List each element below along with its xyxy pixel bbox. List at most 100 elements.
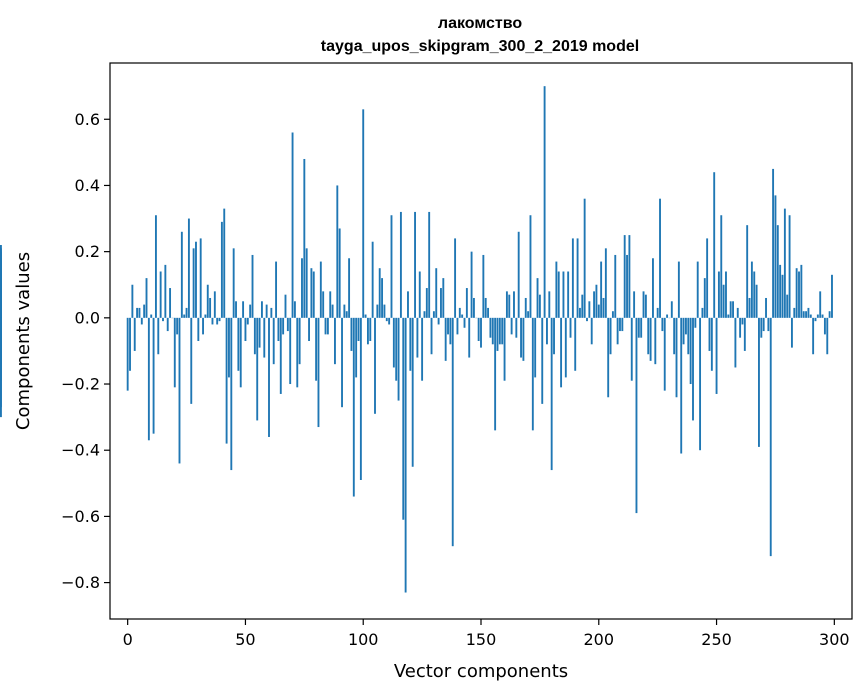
bar-225 xyxy=(656,307,659,318)
bar-30 xyxy=(197,317,200,341)
bar-220 xyxy=(644,294,647,318)
bar-180 xyxy=(550,317,553,471)
bar-127 xyxy=(425,288,428,318)
bar-256 xyxy=(729,301,732,318)
bar-233 xyxy=(675,317,678,398)
y-axis-ticks: −0.8 −0.6 −0.4 −0.2 0.0 0.2 0.4 0.6 xyxy=(61,110,110,592)
bar-158 xyxy=(498,317,501,345)
bar-102 xyxy=(366,317,369,345)
bar-27 xyxy=(190,317,193,404)
y-tick-label: 0.2 xyxy=(75,242,100,261)
bar-227 xyxy=(661,317,664,332)
bar-161 xyxy=(505,291,508,318)
y-tick-label: −0.6 xyxy=(61,507,100,526)
bar-24 xyxy=(183,314,186,318)
bar-167 xyxy=(520,317,522,358)
bar-77 xyxy=(308,317,310,341)
bar-223 xyxy=(652,258,654,318)
bar-126 xyxy=(423,311,426,318)
bar-58 xyxy=(263,317,266,358)
bar-240 xyxy=(692,317,694,421)
bar-61 xyxy=(270,307,273,318)
y-axis-label: Components values xyxy=(13,252,34,430)
bar-287 xyxy=(802,311,805,318)
bar-155 xyxy=(491,317,494,345)
bar-137 xyxy=(449,317,452,345)
bar-196 xyxy=(588,301,591,318)
bar-253 xyxy=(722,284,725,318)
bar-93 xyxy=(345,311,348,318)
bar-244 xyxy=(701,307,704,318)
bar-23 xyxy=(180,231,183,318)
bar-57 xyxy=(260,301,263,318)
bar-288 xyxy=(805,311,808,318)
bar-32 xyxy=(202,317,204,335)
bar-209 xyxy=(619,317,621,332)
x-tick-label: 0 xyxy=(123,630,133,649)
bar-152 xyxy=(484,297,487,318)
bar-128 xyxy=(428,211,431,318)
y-tick-label: −0.8 xyxy=(61,573,100,592)
bar-28 xyxy=(192,248,195,318)
bar-66 xyxy=(282,317,285,335)
bar-54 xyxy=(253,317,256,355)
bar-235 xyxy=(680,317,683,454)
bar-236 xyxy=(682,317,685,345)
bar-166 xyxy=(517,231,520,318)
bar-251 xyxy=(717,271,720,318)
bar-186 xyxy=(564,317,567,378)
bar-101 xyxy=(364,314,367,318)
bar-88 xyxy=(334,317,336,365)
bar-47 xyxy=(237,317,240,371)
bar-247 xyxy=(708,317,711,351)
bar-228 xyxy=(663,317,666,391)
bar-123 xyxy=(416,317,419,358)
bar-67 xyxy=(284,294,287,318)
bar-142 xyxy=(461,314,464,318)
bar-286 xyxy=(800,264,803,318)
bar-25 xyxy=(185,307,188,318)
bar-118 xyxy=(404,317,407,593)
bar-264 xyxy=(748,297,751,318)
bar-226 xyxy=(659,198,661,318)
bar-132 xyxy=(437,317,440,325)
bar-130 xyxy=(432,311,435,318)
bar-73 xyxy=(298,317,301,365)
bar-208 xyxy=(616,317,619,345)
bar-269 xyxy=(760,317,763,338)
bar-246 xyxy=(706,238,709,318)
bar-164 xyxy=(513,291,515,318)
bar-86 xyxy=(329,291,332,318)
bar-202 xyxy=(602,297,605,318)
bar-41 xyxy=(223,208,226,318)
bar-122 xyxy=(414,211,416,318)
bar-268 xyxy=(758,317,760,447)
bar-44 xyxy=(230,317,233,471)
bar-283 xyxy=(793,307,796,318)
bar-97 xyxy=(355,317,358,378)
bar-295 xyxy=(821,314,824,318)
bar-284 xyxy=(795,268,798,318)
bar-109 xyxy=(383,304,386,318)
bar-62 xyxy=(272,317,275,365)
bar-239 xyxy=(689,317,692,385)
bar-71 xyxy=(293,301,296,318)
bar-75 xyxy=(303,158,306,318)
bar-16 xyxy=(164,264,167,318)
bar-156 xyxy=(494,317,497,431)
bar-182 xyxy=(555,261,558,318)
bar-165 xyxy=(515,317,518,338)
bar-31 xyxy=(199,238,202,318)
bar-210 xyxy=(621,317,624,332)
bar-299 xyxy=(831,274,833,318)
bar-69 xyxy=(289,317,292,385)
bar-245 xyxy=(703,278,706,318)
bar-10 xyxy=(150,314,153,318)
bar-43 xyxy=(228,317,230,378)
bar-273 xyxy=(769,317,772,557)
bar-216 xyxy=(635,317,638,514)
bar-105 xyxy=(374,317,376,414)
bar-40 xyxy=(220,221,223,318)
bar-160 xyxy=(503,317,506,381)
bar-120 xyxy=(409,317,412,371)
